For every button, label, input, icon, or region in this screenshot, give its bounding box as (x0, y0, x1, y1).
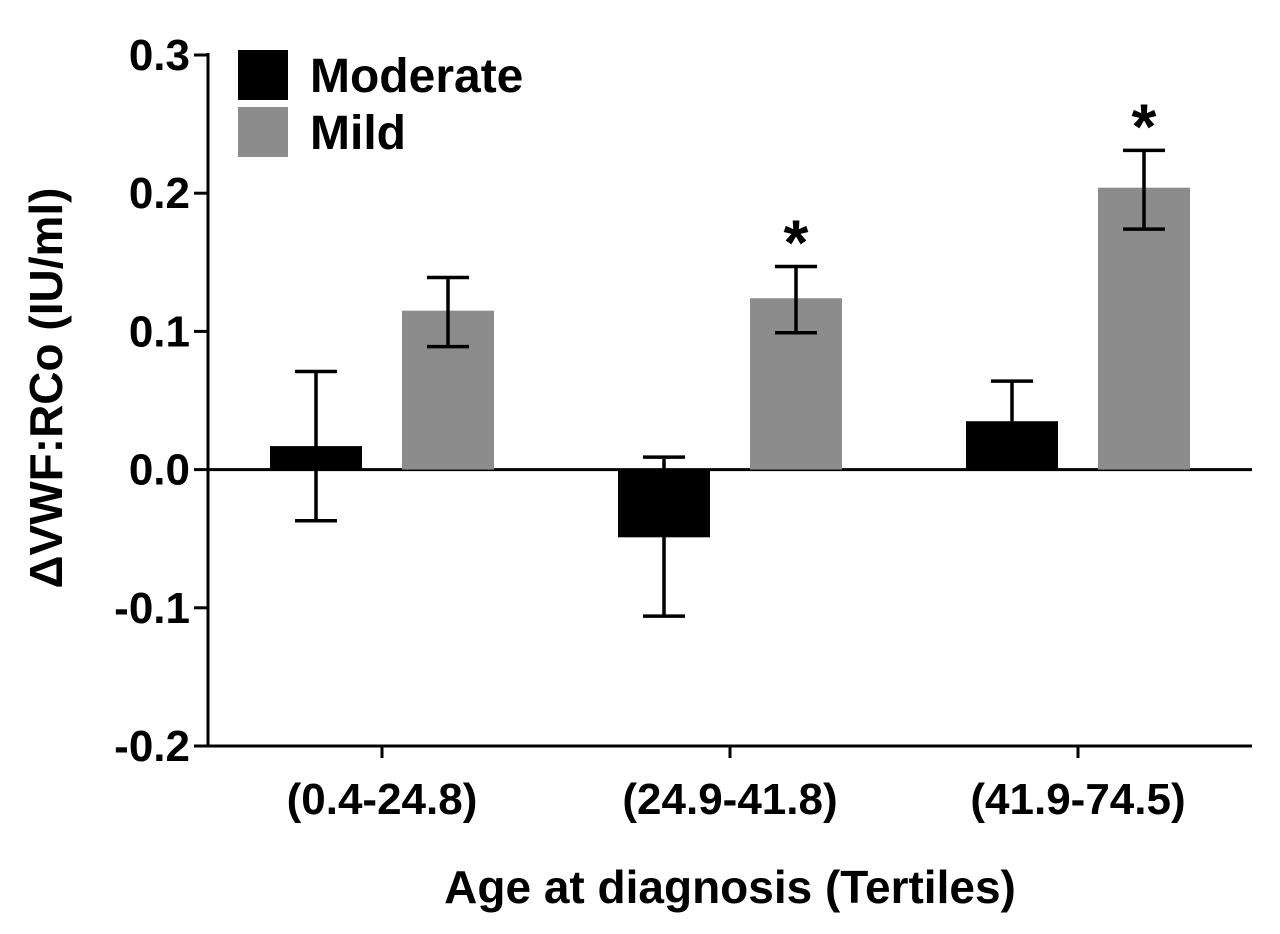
bar-mild-3 (1098, 187, 1190, 470)
x-tick-label: (0.4-24.8) (287, 775, 478, 824)
bar-moderate-3 (966, 421, 1058, 470)
y-tick-label: 0.0 (129, 446, 190, 495)
x-axis-title: Age at diagnosis (Tertiles) (444, 861, 1016, 913)
y-tick-label: -0.1 (114, 584, 190, 633)
significance-marker-2: * (784, 206, 809, 278)
legend-swatch-moderate (238, 50, 288, 100)
legend-swatch-mild (238, 107, 288, 157)
x-tick-label: (24.9-41.8) (622, 775, 837, 824)
x-tick-label: (41.9-74.5) (970, 775, 1185, 824)
y-tick-label: -0.2 (114, 722, 190, 771)
y-tick-label: 0.1 (129, 307, 190, 356)
y-axis-title: ΔVWF:RCo (IU/ml) (20, 188, 72, 589)
y-tick-label: 0.2 (129, 169, 190, 218)
legend-label-moderate: Moderate (310, 50, 523, 103)
y-tick-label: 0.3 (129, 31, 190, 80)
significance-marker-3: * (1132, 90, 1157, 162)
legend-label-mild: Mild (310, 107, 406, 160)
